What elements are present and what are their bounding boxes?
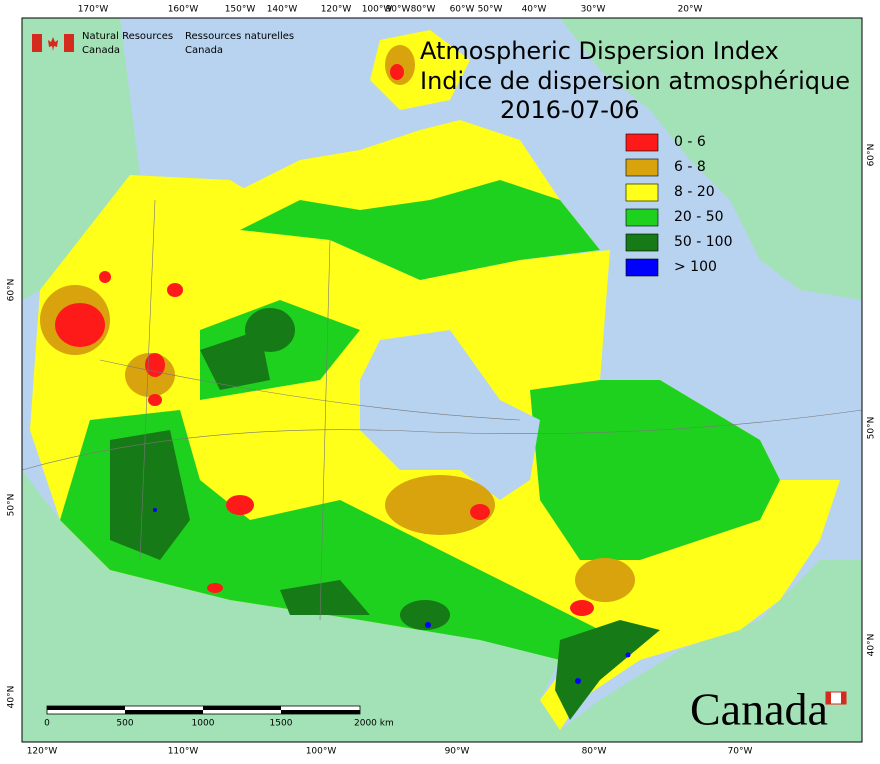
scale-bar: 0 500 1000 1500 2000 km [44,705,394,729]
lon-label: 100°W [362,5,393,15]
legend-label: 8 - 20 [674,184,715,200]
legend: 0 - 6 6 - 8 8 - 20 20 - 50 50 - 100 > 100 [625,133,733,277]
title: Atmospheric Dispersion Index [420,37,779,65]
lat-label: 40°N [7,686,17,709]
agency-en: Natural Resources [82,31,173,42]
lon-label: 120°W [27,747,58,757]
lat-label: 60°N [7,279,17,302]
legend-label: 0 - 6 [674,134,706,150]
lon-label: 20°W [678,5,703,15]
legend-swatch [625,183,659,202]
lon-label: 150°W [225,5,256,15]
lon-label: 110°W [168,747,199,757]
legend-label: > 100 [674,259,717,275]
lon-label: 90°W [445,747,470,757]
scale-label: 1500 [270,719,293,729]
agency-en: Canada [82,45,120,56]
legend-swatch [625,233,659,252]
wordmark-text: Canada [690,684,828,735]
legend-label: 6 - 8 [674,159,706,175]
agency-block: Natural Resources Canada Ressources natu… [32,31,294,56]
legend-label: 50 - 100 [674,234,733,250]
map-frame [21,17,863,743]
lon-label: 30°W [581,5,606,15]
graticule-labels: 170°W 160°W 150°W 140°W 120°W 100°W90°W 80°W 60… [7,5,877,757]
lon-label: 170°W [78,5,109,15]
lat-label: 50°N [867,417,877,440]
lon-label: 160°W [168,5,199,15]
lat-label: 60°N [867,144,877,167]
scale-label: 2000 km [354,719,394,729]
lon-label: 50°W [478,5,503,15]
legend-swatch [625,158,659,177]
lon-label: 120°W [321,5,352,15]
lon-label: 90°W [386,5,411,15]
legend-swatch [625,133,659,152]
lon-label: 100°W [306,747,337,757]
lat-label: 50°N [7,494,17,517]
scale-label: 500 [116,719,133,729]
agency-fr: Canada [185,45,223,56]
title: Indice de dispersion atmosphérique [420,67,850,95]
lon-label: 70°W [728,747,753,757]
lon-label: 60°W [450,5,475,15]
legend-swatch [625,258,659,277]
lon-label: 80°W [411,5,436,15]
lon-label: 80°W [582,747,607,757]
wordmark: Canada [690,684,847,735]
lon-label: 40°W [522,5,547,15]
scale-label: 1000 [192,719,215,729]
legend-label: 20 - 50 [674,209,724,225]
agency-fr: Ressources naturelles [185,31,294,42]
scale-label: 0 [44,719,50,729]
date: 2016-07-06 [500,96,639,124]
lon-label: 140°W [267,5,298,15]
lat-label: 40°N [867,634,877,657]
legend-swatch [625,208,659,227]
